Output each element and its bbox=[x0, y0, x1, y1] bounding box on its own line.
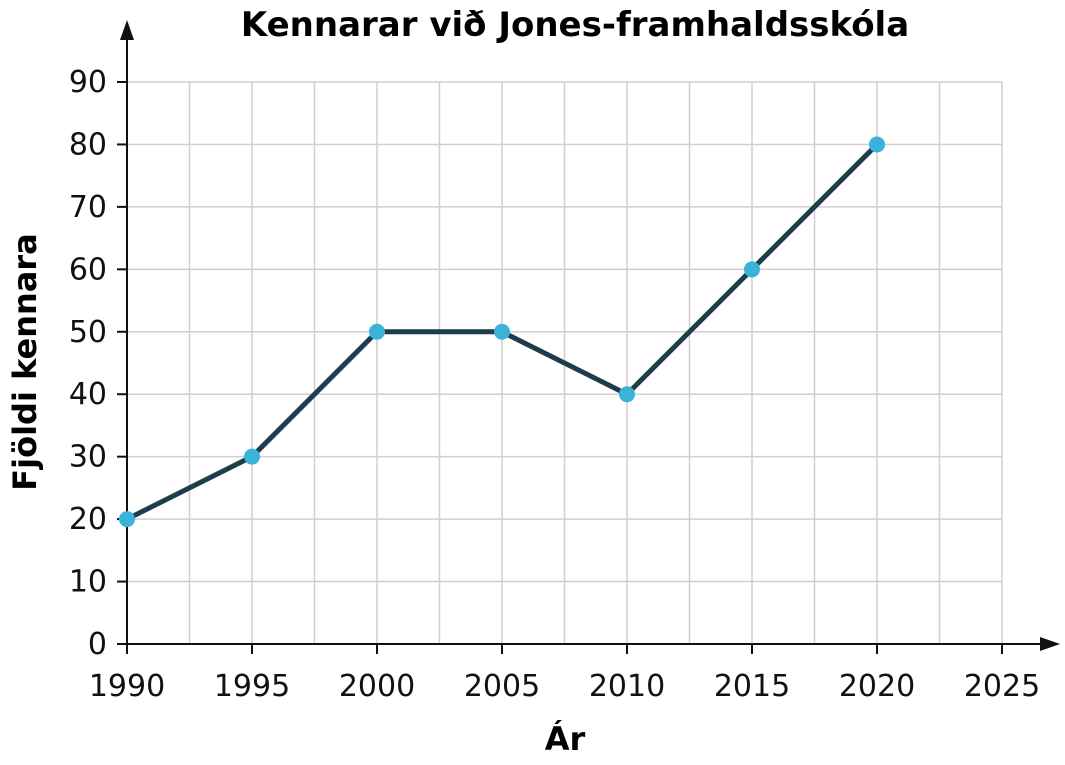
y-tick-label: 20 bbox=[69, 502, 107, 537]
data-point bbox=[494, 323, 510, 340]
series bbox=[119, 136, 885, 528]
x-tick-label: 2020 bbox=[839, 669, 915, 704]
data-point bbox=[744, 261, 760, 278]
y-tick-label: 80 bbox=[69, 127, 107, 162]
y-tick-label: 70 bbox=[69, 190, 107, 225]
x-tick-label: 2005 bbox=[464, 669, 540, 704]
chart-title: Kennarar við Jones-framhaldsskóla bbox=[241, 5, 909, 45]
y-axis-label: Fjöldi kennara bbox=[6, 233, 44, 490]
grid bbox=[127, 81, 1003, 644]
data-point bbox=[244, 448, 260, 465]
x-tick-label: 2000 bbox=[339, 669, 415, 704]
data-point bbox=[369, 323, 385, 340]
y-tick-label: 40 bbox=[69, 377, 107, 412]
y-tick-label: 10 bbox=[69, 565, 107, 600]
data-point bbox=[619, 386, 635, 403]
y-tick-label: 0 bbox=[88, 627, 107, 662]
x-tick-label: 1990 bbox=[89, 669, 165, 704]
y-tick-label: 50 bbox=[69, 315, 107, 350]
data-point bbox=[869, 136, 885, 153]
axes bbox=[120, 20, 1060, 651]
x-tick-labels: 1990 1995 2000 2005 2010 2015 2020 2025 bbox=[89, 644, 1040, 704]
x-tick-label: 1995 bbox=[214, 669, 290, 704]
x-tick-label: 2010 bbox=[589, 669, 665, 704]
x-tick-label: 2025 bbox=[964, 669, 1040, 704]
y-axis-arrow-icon bbox=[120, 20, 134, 40]
y-tick-label: 90 bbox=[69, 65, 107, 100]
x-axis-arrow-icon bbox=[1040, 637, 1060, 651]
x-axis-label: Ár bbox=[545, 720, 586, 758]
y-tick-label: 30 bbox=[69, 440, 107, 475]
y-tick-label: 60 bbox=[69, 252, 107, 287]
x-tick-label: 2015 bbox=[714, 669, 790, 704]
y-tick-labels: 0 10 20 30 40 50 60 70 80 90 bbox=[69, 65, 127, 662]
data-point bbox=[119, 511, 135, 528]
